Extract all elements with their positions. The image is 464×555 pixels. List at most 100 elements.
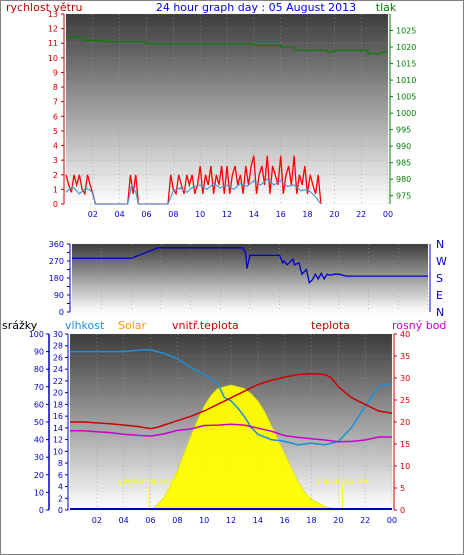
rain-tick-label: 60 bbox=[34, 400, 44, 409]
direction-plot-background bbox=[72, 244, 428, 312]
humidity-tick-label: 2 bbox=[58, 494, 63, 503]
temp-x-tick-label: 22 bbox=[360, 516, 370, 525]
humidity-tick-label: 24 bbox=[53, 365, 63, 374]
humidity-tick-label: 4 bbox=[58, 483, 63, 492]
compass-label-W: W bbox=[436, 255, 447, 268]
compass-label-S: S bbox=[436, 272, 443, 285]
temp-axis-title: teplota bbox=[311, 319, 350, 332]
wind-tick-label: 3 bbox=[53, 156, 58, 165]
temp-x-tick-label: 06 bbox=[145, 516, 155, 525]
temp-x-tick-label: 18 bbox=[306, 516, 316, 525]
wind-x-tick-label: 00 bbox=[383, 210, 393, 219]
temp-tick-label: 5 bbox=[400, 484, 405, 493]
wind-tick-label: 4 bbox=[53, 142, 58, 151]
rain-tick-label: 30 bbox=[34, 453, 44, 462]
wind-x-tick-label: 02 bbox=[88, 210, 98, 219]
wind-x-tick-label: 18 bbox=[302, 210, 312, 219]
humidity-tick-label: 8 bbox=[58, 459, 63, 468]
temp-x-tick-label: 08 bbox=[172, 516, 182, 525]
humidity-tick-label: 30 bbox=[53, 330, 63, 339]
temp-x-tick-label: 04 bbox=[119, 516, 129, 525]
wind-tick-label: 8 bbox=[53, 83, 58, 92]
pressure-tick-label: 985 bbox=[396, 159, 411, 168]
series-line-wind_avg bbox=[65, 178, 322, 205]
humidity-tick-label: 14 bbox=[53, 424, 63, 433]
wind-tick-label: 11 bbox=[48, 39, 58, 48]
direction-tick-label: 360 bbox=[49, 240, 64, 249]
wind-x-tick-label: 10 bbox=[195, 210, 205, 219]
wind-tick-label: 5 bbox=[53, 127, 58, 136]
wind-x-tick-label: 22 bbox=[356, 210, 366, 219]
direction-tick-label: 270 bbox=[49, 257, 64, 266]
wind-x-tick-label: 14 bbox=[249, 210, 259, 219]
humidity-tick-label: 16 bbox=[53, 412, 63, 421]
humidity-tick-label: 26 bbox=[53, 353, 63, 362]
compass-label-N: N bbox=[436, 238, 444, 251]
temp-tick-label: 30 bbox=[400, 374, 410, 383]
wind-tick-label: 6 bbox=[53, 112, 58, 121]
wind-tick-label: 9 bbox=[53, 68, 58, 77]
pressure-tick-label: 1010 bbox=[396, 76, 416, 85]
temp-x-tick-label: 20 bbox=[333, 516, 343, 525]
rain-tick-label: 10 bbox=[34, 488, 44, 497]
wind-tick-label: 0 bbox=[53, 200, 58, 209]
temp-tick-label: 10 bbox=[400, 462, 410, 471]
humidity-tick-label: 20 bbox=[53, 389, 63, 398]
pressure-tick-label: 995 bbox=[396, 126, 411, 135]
series-line-wind_gust bbox=[65, 155, 322, 205]
series-area-solar bbox=[149, 384, 339, 511]
temp-x-tick-label: 12 bbox=[226, 516, 236, 525]
humidity-tick-label: 18 bbox=[53, 400, 63, 409]
temp-tick-label: 15 bbox=[400, 440, 410, 449]
temp-x-tick-label: 00 bbox=[387, 516, 397, 525]
humidity-tick-label: 10 bbox=[53, 447, 63, 456]
wind-tick-label: 7 bbox=[53, 98, 58, 107]
series-line-direction bbox=[72, 247, 428, 284]
wind-x-tick-label: 06 bbox=[141, 210, 151, 219]
direction-tick-label: 90 bbox=[54, 291, 64, 300]
temp-tick-label: 35 bbox=[400, 352, 410, 361]
compass-label-N: N bbox=[436, 306, 444, 319]
pressure-tick-label: 1020 bbox=[396, 43, 416, 52]
rain-tick-label: 80 bbox=[34, 365, 44, 374]
compass-label-E: E bbox=[436, 289, 443, 302]
wind-x-tick-label: 12 bbox=[222, 210, 232, 219]
rain-tick-label: 90 bbox=[34, 348, 44, 357]
solar-axis-title: Solar bbox=[118, 319, 147, 332]
series-line-teplota bbox=[70, 372, 393, 430]
wind-x-tick-label: 16 bbox=[276, 210, 286, 219]
humidity-tick-label: 6 bbox=[58, 471, 63, 480]
temp-tick-label: 25 bbox=[400, 396, 410, 405]
wind-x-tick-label: 08 bbox=[168, 210, 178, 219]
sunrise-label: východ slunce bbox=[118, 477, 175, 486]
wind-pressure-panel: 0123456789101112139759809859909951000100… bbox=[48, 10, 417, 219]
temp-x-tick-label: 02 bbox=[92, 516, 102, 525]
wind-tick-label: 10 bbox=[48, 54, 58, 63]
humidity-tick-label: 12 bbox=[53, 436, 63, 445]
series-line-rosný-bod bbox=[70, 423, 392, 443]
chart-title: 24 hour graph day : 05 August 2013 bbox=[156, 1, 356, 14]
rain-axis-title: srážky bbox=[2, 319, 38, 332]
temp-tick-label: 20 bbox=[400, 418, 410, 427]
sunset-label: západ slunce bbox=[316, 477, 369, 486]
rain-tick-label: 100 bbox=[29, 330, 44, 339]
dew-axis-title: rosný bod bbox=[392, 319, 446, 332]
humidity-tick-label: 0 bbox=[58, 506, 63, 515]
wind-tick-label: 2 bbox=[53, 171, 58, 180]
temp-x-tick-label: 16 bbox=[280, 516, 290, 525]
temp-humidity-solar-panel: 0102030405060708090100024681012141618202… bbox=[29, 330, 410, 525]
wind-tick-label: 13 bbox=[48, 10, 58, 19]
humidity-tick-label: 28 bbox=[53, 342, 63, 351]
rain-tick-label: 20 bbox=[34, 471, 44, 480]
wind-tick-label: 1 bbox=[53, 185, 58, 194]
humidity-tick-label: 22 bbox=[53, 377, 63, 386]
pressure-tick-label: 1005 bbox=[396, 93, 416, 102]
pressure-axis-title: tlak bbox=[376, 1, 397, 14]
inside-temp-axis-title: vnitř.teplota bbox=[172, 319, 239, 332]
temp-x-tick-label: 14 bbox=[253, 516, 263, 525]
wind-axis-title: rychlost větru bbox=[6, 1, 82, 14]
rain-tick-label: 40 bbox=[34, 436, 44, 445]
